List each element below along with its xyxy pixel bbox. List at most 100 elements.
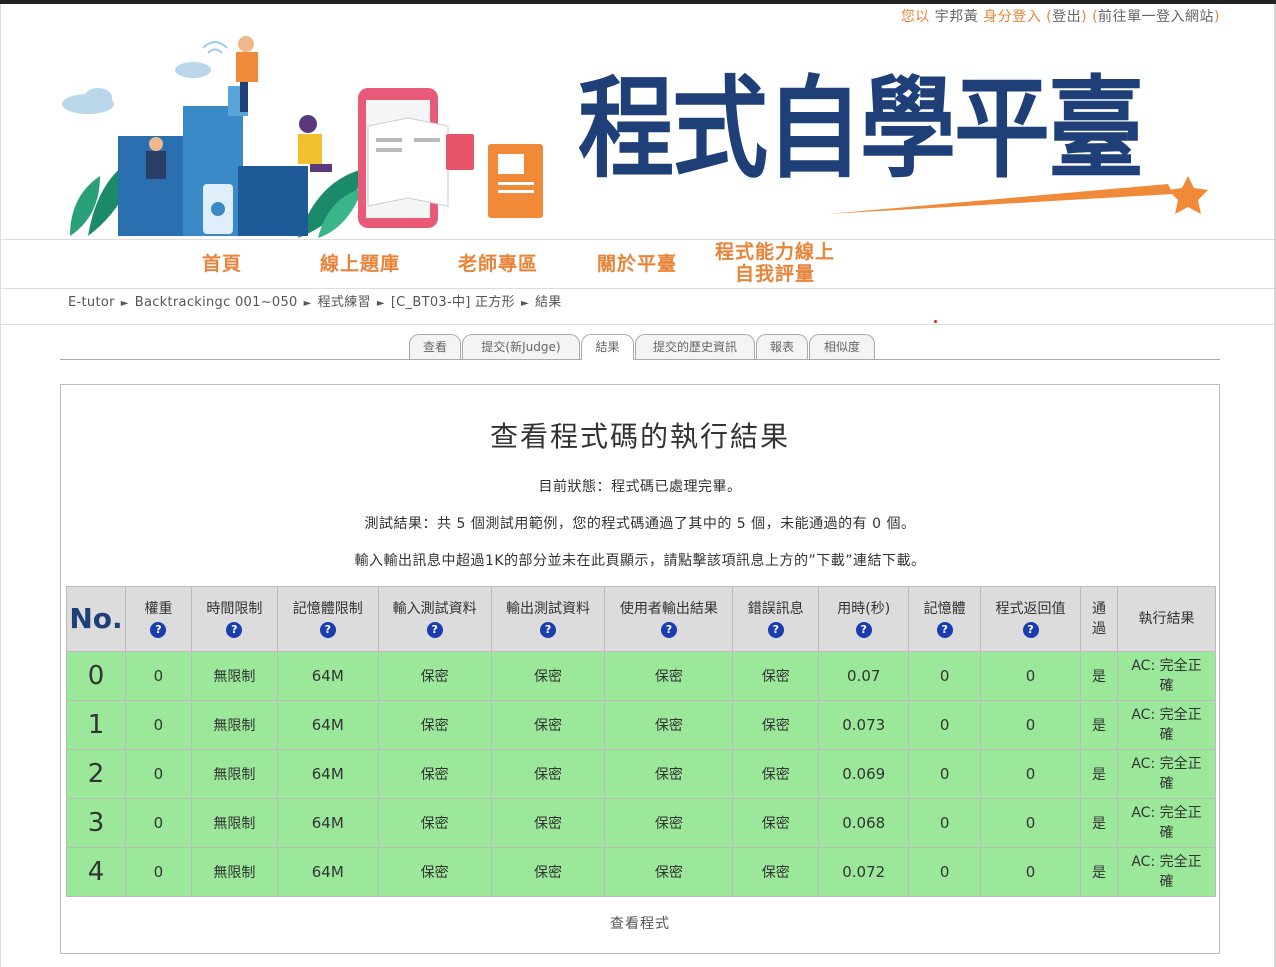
main-nav: 首頁 線上題庫 老師專區 關於平臺 程式能力線上 自我評量 xyxy=(0,240,1274,288)
nav-self-assessment-line1: 程式能力線上 xyxy=(714,241,835,263)
cell-time: 0.072 xyxy=(818,847,910,897)
tab-report[interactable]: 報表 xyxy=(756,334,808,359)
help-icon[interactable]: ? xyxy=(767,622,784,638)
logout-link[interactable]: 登出 xyxy=(1052,9,1082,25)
tab-similarity[interactable]: 相似度 xyxy=(809,334,875,359)
help-icon[interactable]: ? xyxy=(855,622,872,638)
sso-link[interactable]: 前往單一登入網站 xyxy=(1098,9,1215,25)
tab-submit-new-judge[interactable]: 提交(新Judge) xyxy=(462,334,580,359)
sso-close-paren: ) xyxy=(1214,9,1220,25)
cell-error: 保密 xyxy=(732,798,820,848)
cell-mem-limit: 64M xyxy=(276,749,379,799)
help-icon[interactable]: ? xyxy=(1022,622,1039,638)
cell-verdict-line1: AC: 完全正 xyxy=(1131,805,1202,821)
right-scroll-edge xyxy=(1274,4,1276,967)
header-pass-line2: 過 xyxy=(1091,621,1106,637)
nav-self-assessment-line2: 自我評量 xyxy=(734,263,815,285)
header-user-output-label: 使用者輸出結果 xyxy=(619,601,718,617)
logout-open-paren: ( xyxy=(1046,9,1053,25)
breadcrumb-separator: ► xyxy=(376,298,385,309)
tab-bar: 查看 提交(新Judge) 結果 提交的歷史資訊 報表 相似度 xyxy=(60,334,1220,360)
cell-verdict-line1: AC: 完全正 xyxy=(1131,707,1202,723)
cell-no: 1 xyxy=(66,700,126,750)
cell-time-limit: 無限制 xyxy=(190,651,278,701)
cell-weight: 0 xyxy=(124,798,192,848)
header-pass: 通過 xyxy=(1080,586,1118,652)
nav-self-assessment[interactable]: 程式能力線上 自我評量 xyxy=(700,241,850,285)
help-icon[interactable]: ? xyxy=(319,622,336,638)
cell-time: 0.07 xyxy=(818,651,910,701)
cell-verdict-line2: 確 xyxy=(1159,678,1174,694)
header-memory-label: 記憶體 xyxy=(923,601,966,617)
header-time-limit: 時間限制? xyxy=(190,586,278,652)
cell-input: 保密 xyxy=(377,847,492,897)
breadcrumb: E-tutor ► Backtrackingc 001~050 ► 程式練習 ► [C_BT… xyxy=(68,291,562,310)
cell-return: 0 xyxy=(980,847,1081,897)
help-icon[interactable]: ? xyxy=(540,622,557,638)
cell-verdict: AC: 完全正確 xyxy=(1116,700,1217,750)
cell-pass: 是 xyxy=(1080,847,1118,897)
cell-error: 保密 xyxy=(732,847,820,897)
left-edge xyxy=(0,4,1,967)
cell-verdict-line1: AC: 完全正 xyxy=(1131,854,1202,870)
breadcrumb-separator: ► xyxy=(520,298,529,309)
header-user-output: 使用者輸出結果? xyxy=(604,586,734,652)
cell-input: 保密 xyxy=(377,749,492,799)
view-code-link[interactable]: 查看程式 xyxy=(610,916,670,932)
header-input: 輸入測試資料? xyxy=(377,586,492,652)
header-output-label: 輸出測試資料 xyxy=(506,601,591,617)
header-error: 錯誤訊息? xyxy=(732,586,820,652)
breadcrumb-item-etutor[interactable]: E-tutor xyxy=(68,295,115,310)
tab-submission-history[interactable]: 提交的歷史資訊 xyxy=(635,334,755,359)
breadcrumb-divider xyxy=(0,324,1274,325)
banner-illustration xyxy=(62,36,543,238)
cell-output: 保密 xyxy=(490,749,606,799)
header-mem-limit-label: 記憶體限制 xyxy=(292,601,363,617)
banner-title: 程式自學平臺 xyxy=(578,64,1144,194)
cell-user-output: 保密 xyxy=(604,798,734,848)
cell-time: 0.073 xyxy=(818,700,910,750)
cell-memory: 0 xyxy=(908,651,982,701)
breadcrumb-item-section[interactable]: 程式練習 xyxy=(317,295,371,310)
sso-open-paren: ( xyxy=(1092,9,1099,25)
nav-home[interactable]: 首頁 xyxy=(201,253,242,275)
table-header-row: No. 權重? 時間限制? 記憶體限制? 輸入測試資料? 輸出測試資料? 使用者… xyxy=(66,586,1217,652)
cell-verdict-line2: 確 xyxy=(1159,874,1174,890)
cell-weight: 0 xyxy=(124,700,192,750)
help-icon[interactable]: ? xyxy=(150,622,167,638)
top-bar xyxy=(0,0,1276,4)
header-input-label: 輸入測試資料 xyxy=(392,601,477,617)
cell-memory: 0 xyxy=(908,798,982,848)
tab-view[interactable]: 查看 xyxy=(409,334,461,359)
nav-problem-bank[interactable]: 線上題庫 xyxy=(319,253,400,275)
header-verdict: 執行結果 xyxy=(1116,586,1217,652)
cell-output: 保密 xyxy=(490,700,606,750)
nav-teacher-zone[interactable]: 老師專區 xyxy=(457,253,538,275)
logout-close-paren: ) xyxy=(1081,9,1088,25)
cell-verdict-line2: 確 xyxy=(1159,727,1174,743)
nav-about[interactable]: 關於平臺 xyxy=(596,253,677,275)
breadcrumb-item-course[interactable]: Backtrackingc 001~050 xyxy=(134,295,298,310)
help-icon[interactable]: ? xyxy=(660,622,677,638)
help-icon[interactable]: ? xyxy=(426,622,443,638)
cell-memory: 0 xyxy=(908,749,982,799)
cell-error: 保密 xyxy=(732,700,820,750)
cell-no: 0 xyxy=(66,651,126,701)
cell-time-limit: 無限制 xyxy=(190,798,278,848)
cell-time: 0.069 xyxy=(818,749,910,799)
cell-return: 0 xyxy=(980,651,1081,701)
cell-input: 保密 xyxy=(377,700,492,750)
help-icon[interactable]: ? xyxy=(226,622,243,638)
cell-pass: 是 xyxy=(1080,749,1118,799)
site-banner[interactable]: 程式自學平臺 xyxy=(58,26,1228,240)
cell-time-limit: 無限制 xyxy=(190,749,278,799)
cell-verdict-line2: 確 xyxy=(1159,776,1174,792)
header-no: No. xyxy=(66,586,126,652)
help-icon[interactable]: ? xyxy=(936,622,953,638)
breadcrumb-item-problem[interactable]: [C_BT03-中] 正方形 xyxy=(390,295,515,310)
tab-results[interactable]: 結果 xyxy=(581,334,634,360)
user-link[interactable]: 宇邦黃 xyxy=(934,9,979,25)
cell-mem-limit: 64M xyxy=(276,651,379,701)
status-text: 目前狀態：程式碼已處理完畢。 xyxy=(538,479,742,495)
cell-pass: 是 xyxy=(1080,700,1118,750)
